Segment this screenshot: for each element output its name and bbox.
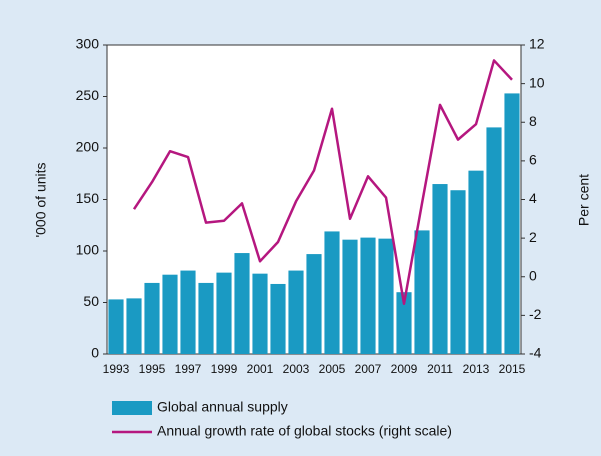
bar xyxy=(144,282,160,354)
y-tick-label: 200 xyxy=(76,139,100,155)
y-tick-label: 250 xyxy=(76,87,100,103)
y2-tick-label: 10 xyxy=(529,74,545,90)
y-tick-label: 0 xyxy=(91,345,99,361)
line xyxy=(132,59,513,306)
y2-tick-label: -2 xyxy=(529,306,542,322)
y2-tick-label: 6 xyxy=(529,152,537,168)
y2-axis-label: Per cent xyxy=(576,174,592,226)
x-tick-label: 2009 xyxy=(391,362,418,376)
x-tick-label: 1995 xyxy=(139,362,166,376)
y-tick-label: 150 xyxy=(76,190,100,206)
x-tick-label: 1993 xyxy=(103,362,130,376)
bar xyxy=(504,93,520,354)
bar xyxy=(378,238,394,354)
bar xyxy=(468,170,484,354)
bar xyxy=(126,298,142,354)
x-tick-label: 2003 xyxy=(283,362,310,376)
bar xyxy=(162,274,178,354)
bar xyxy=(324,231,340,354)
bar xyxy=(414,230,430,354)
y2-tick-label: 8 xyxy=(529,113,537,129)
x-tick-label: 1999 xyxy=(211,362,238,376)
bar xyxy=(198,282,214,354)
bar xyxy=(396,292,412,354)
y2-tick-label: 2 xyxy=(529,229,537,245)
y-tick-label: 50 xyxy=(83,293,99,309)
bar xyxy=(216,272,232,354)
y-axis-label: '000 of units xyxy=(33,162,49,237)
x-tick-label: 2005 xyxy=(319,362,346,376)
y2-tick-label: 4 xyxy=(529,190,537,206)
bar xyxy=(342,239,358,354)
x-tick-label: 2011 xyxy=(427,362,453,376)
bar xyxy=(306,254,322,354)
x-tick-label: 2007 xyxy=(355,362,382,376)
x-tick-label: 2013 xyxy=(463,362,490,376)
y2-tick-label: -4 xyxy=(529,345,542,361)
x-tick-label: 2015 xyxy=(499,362,526,376)
legend-label: Annual growth rate of global stocks (rig… xyxy=(157,423,452,439)
y2-tick-label: 0 xyxy=(529,267,537,283)
bar xyxy=(270,283,286,354)
bar xyxy=(486,127,502,355)
bar xyxy=(450,190,466,354)
x-tick-label: 1997 xyxy=(175,362,202,376)
bar xyxy=(252,273,268,354)
y2-tick-label: 12 xyxy=(529,36,545,52)
bar xyxy=(180,270,196,354)
bar xyxy=(432,184,448,354)
bar xyxy=(288,270,304,354)
bar xyxy=(108,299,124,354)
legend-swatch xyxy=(112,401,152,415)
bar xyxy=(234,253,250,354)
y-tick-label: 100 xyxy=(76,242,100,258)
x-tick-label: 2001 xyxy=(247,362,274,376)
bar xyxy=(360,237,376,354)
y-tick-label: 300 xyxy=(76,36,100,52)
legend-label: Global annual supply xyxy=(157,399,288,415)
